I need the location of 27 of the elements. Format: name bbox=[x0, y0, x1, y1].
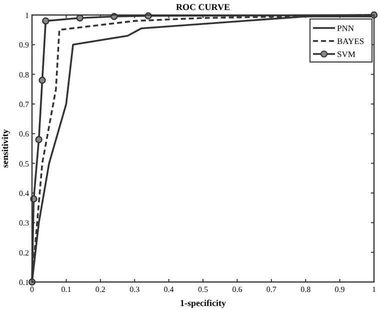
chart-title: ROC CURVE bbox=[176, 2, 230, 12]
y-axis-title: sensitivity bbox=[0, 128, 10, 168]
x-axis-title: 1-specificity bbox=[180, 298, 226, 308]
y-tick-label: 0.1 bbox=[19, 278, 29, 287]
x-tick-label: 0.6 bbox=[232, 285, 242, 294]
x-tick-label: 0.3 bbox=[130, 285, 140, 294]
y-tick-label: 0.2 bbox=[19, 248, 29, 258]
y-tick-label: 0.5 bbox=[19, 159, 29, 168]
y-tick-label: 0.6 bbox=[19, 130, 29, 139]
y-tick-label: 0.4 bbox=[19, 189, 29, 198]
legend-label: BAYES bbox=[337, 36, 364, 46]
legend-label: SVM bbox=[337, 49, 356, 59]
y-tick-label: 0.3 bbox=[19, 218, 29, 228]
y-tick-label: 1 bbox=[25, 11, 29, 20]
x-tick-label: 0.9 bbox=[334, 285, 345, 294]
x-tick-label: 0.1 bbox=[61, 285, 72, 294]
x-tick-label: 0.5 bbox=[198, 285, 208, 294]
legend-label: PNN bbox=[337, 23, 354, 33]
x-tick-label: 0.7 bbox=[266, 285, 276, 294]
y-tick-label: 0.7 bbox=[19, 100, 29, 109]
x-tick-label: 1 bbox=[372, 285, 376, 294]
x-tick-label: 0.8 bbox=[300, 285, 311, 294]
x-tick-label: 0.2 bbox=[95, 285, 106, 294]
y-tick-label: 0.8 bbox=[19, 70, 29, 80]
x-tick-label: 0 bbox=[30, 285, 34, 294]
x-tick-label: 0.4 bbox=[164, 285, 174, 294]
y-tick-label: 0.9 bbox=[19, 40, 29, 50]
